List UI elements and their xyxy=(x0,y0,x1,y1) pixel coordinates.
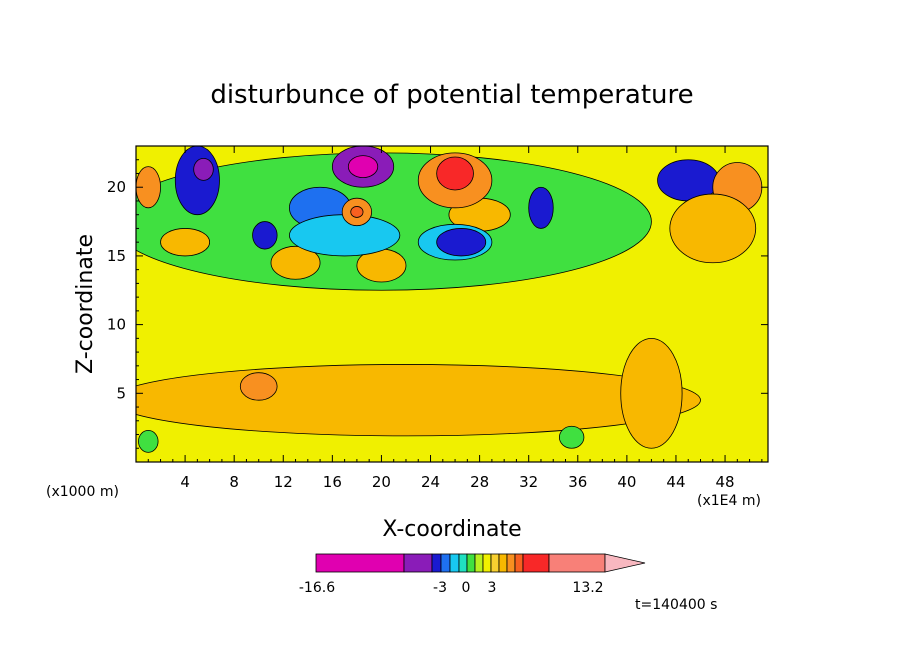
contour-region-pos2 xyxy=(136,166,161,209)
contour-region-pos1 xyxy=(160,228,211,257)
contour-region-neg3 xyxy=(528,186,554,229)
colorbar-segment xyxy=(431,553,442,573)
colorbar-segment xyxy=(548,553,606,573)
colorbar-segment xyxy=(449,553,460,573)
x-tick-label: 16 xyxy=(323,473,342,491)
colorbar-segment xyxy=(315,553,405,573)
y-axis: 5 10 15 20 xyxy=(107,159,768,449)
contour-region-neg6 xyxy=(347,155,379,178)
contour-region-pos1 xyxy=(669,193,757,264)
colorbar-label-pos3: 3 xyxy=(488,580,497,596)
y-axis-label: Z-coordinate xyxy=(73,234,98,374)
x-unit-left: (x1000 m) xyxy=(46,484,119,500)
colorbar-segment xyxy=(440,553,451,573)
contour-region-neg1 xyxy=(288,214,401,257)
contour-region-pos3 xyxy=(350,206,364,218)
colorbar-segment xyxy=(490,553,500,573)
colorbar-segment xyxy=(514,553,524,573)
x-tick-label: 44 xyxy=(666,473,685,491)
colorbar-extend-arrow xyxy=(604,553,646,573)
contour-region-pos1 xyxy=(270,245,321,280)
x-tick-label: 32 xyxy=(519,473,538,491)
y-tick-label: 5 xyxy=(116,384,126,402)
x-unit-right: (x1E4 m) xyxy=(697,493,761,509)
contour-fill-layer xyxy=(136,146,763,453)
colorbar-segment xyxy=(498,553,508,573)
contour-region-zero xyxy=(138,429,159,453)
contour-region-neg5 xyxy=(193,157,214,181)
x-axis-label: X-coordinate xyxy=(382,517,521,542)
chart-title: disturbunce of potential temperature xyxy=(210,80,693,110)
x-tick-label: 20 xyxy=(372,473,391,491)
time-label: t=140400 s xyxy=(635,597,717,613)
x-tick-label: 12 xyxy=(274,473,293,491)
x-tick-label: 48 xyxy=(716,473,735,491)
colorbar-segment xyxy=(403,553,433,573)
colorbar xyxy=(315,553,646,573)
x-axis: 4 8 12 16 20 24 28 32 36 40 44 48 xyxy=(147,146,763,491)
contour-region-neg3 xyxy=(174,146,220,216)
colorbar-label-max: 13.2 xyxy=(572,580,603,596)
contour-region-zero xyxy=(558,425,585,449)
colorbar-label-zero: 0 xyxy=(462,580,471,596)
y-tick-label: 15 xyxy=(107,247,126,265)
contour-region-pos1 xyxy=(620,337,683,449)
plot-frame xyxy=(135,145,769,463)
x-tick-label: 40 xyxy=(617,473,636,491)
x-tick-label: 8 xyxy=(229,473,239,491)
x-tick-label: 24 xyxy=(421,473,440,491)
colorbar-segment xyxy=(482,553,492,573)
colorbar-segment xyxy=(506,553,516,573)
contour-region-neg3 xyxy=(436,228,487,257)
y-tick-label: 20 xyxy=(107,178,126,196)
contour-region-pos2 xyxy=(239,372,278,401)
colorbar-segment xyxy=(458,553,468,573)
x-tick-label: 28 xyxy=(470,473,489,491)
y-tick-label: 10 xyxy=(107,316,126,334)
contour-region-neg3 xyxy=(252,221,278,250)
colorbar-label-min: -16.6 xyxy=(299,580,335,596)
contour-region-pos4 xyxy=(436,156,474,191)
x-tick-label: 4 xyxy=(180,473,190,491)
x-tick-label: 36 xyxy=(568,473,587,491)
colorbar-segment xyxy=(474,553,484,573)
colorbar-segment xyxy=(522,553,550,573)
contour-region-pos1 xyxy=(136,364,701,437)
colorbar-segment xyxy=(466,553,476,573)
colorbar-label-neg3: -3 xyxy=(433,580,447,596)
